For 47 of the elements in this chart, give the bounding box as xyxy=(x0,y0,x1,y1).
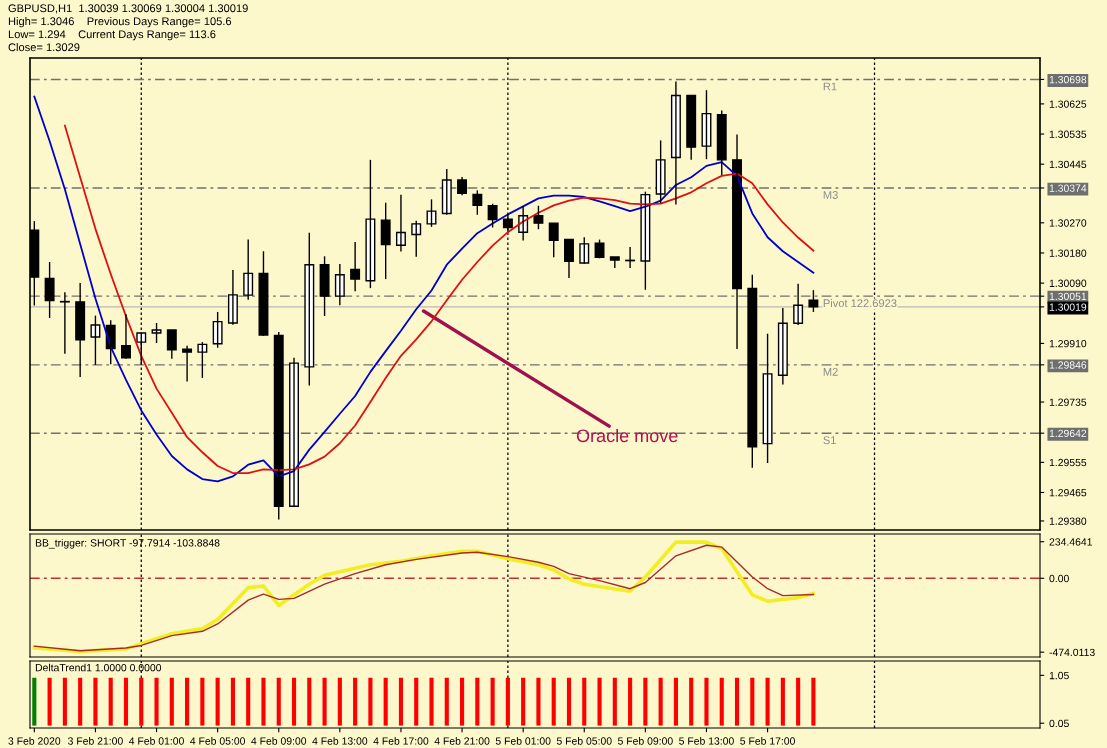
x-tick-label: 3 Feb 21:00 xyxy=(68,737,123,745)
y2-tick-label: 1.29846 xyxy=(1049,361,1087,369)
y-tick-label: 1.30535 xyxy=(1049,130,1087,138)
y-tick-label: -474.0113 xyxy=(1049,648,1095,657)
x-tick-label: 5 Feb 17:00 xyxy=(740,737,795,745)
ref-line-label: M3 xyxy=(823,191,838,199)
x-tick-label: 4 Feb 17:00 xyxy=(373,737,429,745)
text: Low= 1.294 Current Days Range= 113.6 xyxy=(8,30,216,41)
y-tick-label: 234.4641 xyxy=(1049,538,1092,546)
x-tick-label: 3 Feb 2020 xyxy=(8,737,61,745)
ref-line-label: M2 xyxy=(823,367,838,376)
ref-line-label: S1 xyxy=(823,436,836,445)
y-tick-label: 1.29555 xyxy=(1049,458,1087,467)
y-tick-label: 1.30090 xyxy=(1049,279,1087,287)
x-tick-label: 5 Feb 05:00 xyxy=(556,737,612,745)
y2-tick-label: 1.29642 xyxy=(1049,429,1087,438)
y2-tick-label: 1.30374 xyxy=(1049,184,1087,192)
y-tick-label: 1.29465 xyxy=(1049,488,1087,497)
chart-title: DeltaTrend1 1.0000 0.0000 xyxy=(35,663,162,672)
ref-line-label: R1 xyxy=(823,82,837,91)
y2-tick-label: 1.30051 xyxy=(1049,292,1087,301)
chart-title: BB_trigger: SHORT -97.7914 -103.8848 xyxy=(35,538,220,549)
ref-line-label: Pivot 122.6923 xyxy=(823,298,897,308)
y-tick-label: 1.05 xyxy=(1049,671,1069,680)
x-tick-label: 5 Feb 01:00 xyxy=(495,737,551,745)
x-tick-label: 4 Feb 21:00 xyxy=(434,737,490,745)
y2-tick-label: 1.30698 xyxy=(1049,75,1087,84)
annotation: Oracle move xyxy=(576,428,678,443)
x-tick-label: 4 Feb 09:00 xyxy=(251,737,307,745)
x-tick-label: 4 Feb 13:00 xyxy=(312,737,368,745)
y-tick-label: 1.30180 xyxy=(1049,249,1087,257)
y-tick-label: 1.29735 xyxy=(1049,398,1087,406)
y-tick-label: 1.29380 xyxy=(1049,517,1087,525)
x-tick-label: 4 Feb 05:00 xyxy=(190,737,246,745)
y-tick-label: 1.29910 xyxy=(1049,339,1087,348)
x-tick-label: 5 Feb 13:00 xyxy=(679,737,734,745)
x-tick-label: 5 Feb 09:00 xyxy=(617,737,673,745)
y-tick-label: 1.30625 xyxy=(1049,100,1087,108)
y2-tick-label: 1.30019 xyxy=(1049,303,1087,311)
y-tick-label: 0.00 xyxy=(1049,574,1069,583)
text: High= 1.3046 Previous Days Range= 105.6 xyxy=(8,17,232,28)
y-tick-label: 1.30270 xyxy=(1049,219,1087,227)
x-tick-label: 4 Feb 01:00 xyxy=(128,737,184,745)
y-tick-label: 0.05 xyxy=(1049,719,1069,728)
text: Close= 1.3029 xyxy=(8,43,80,52)
chart-title: GBPUSD,H1 1.30039 1.30069 1.30004 1.30019 xyxy=(8,4,248,14)
y-tick-label: 1.30445 xyxy=(1049,160,1087,169)
